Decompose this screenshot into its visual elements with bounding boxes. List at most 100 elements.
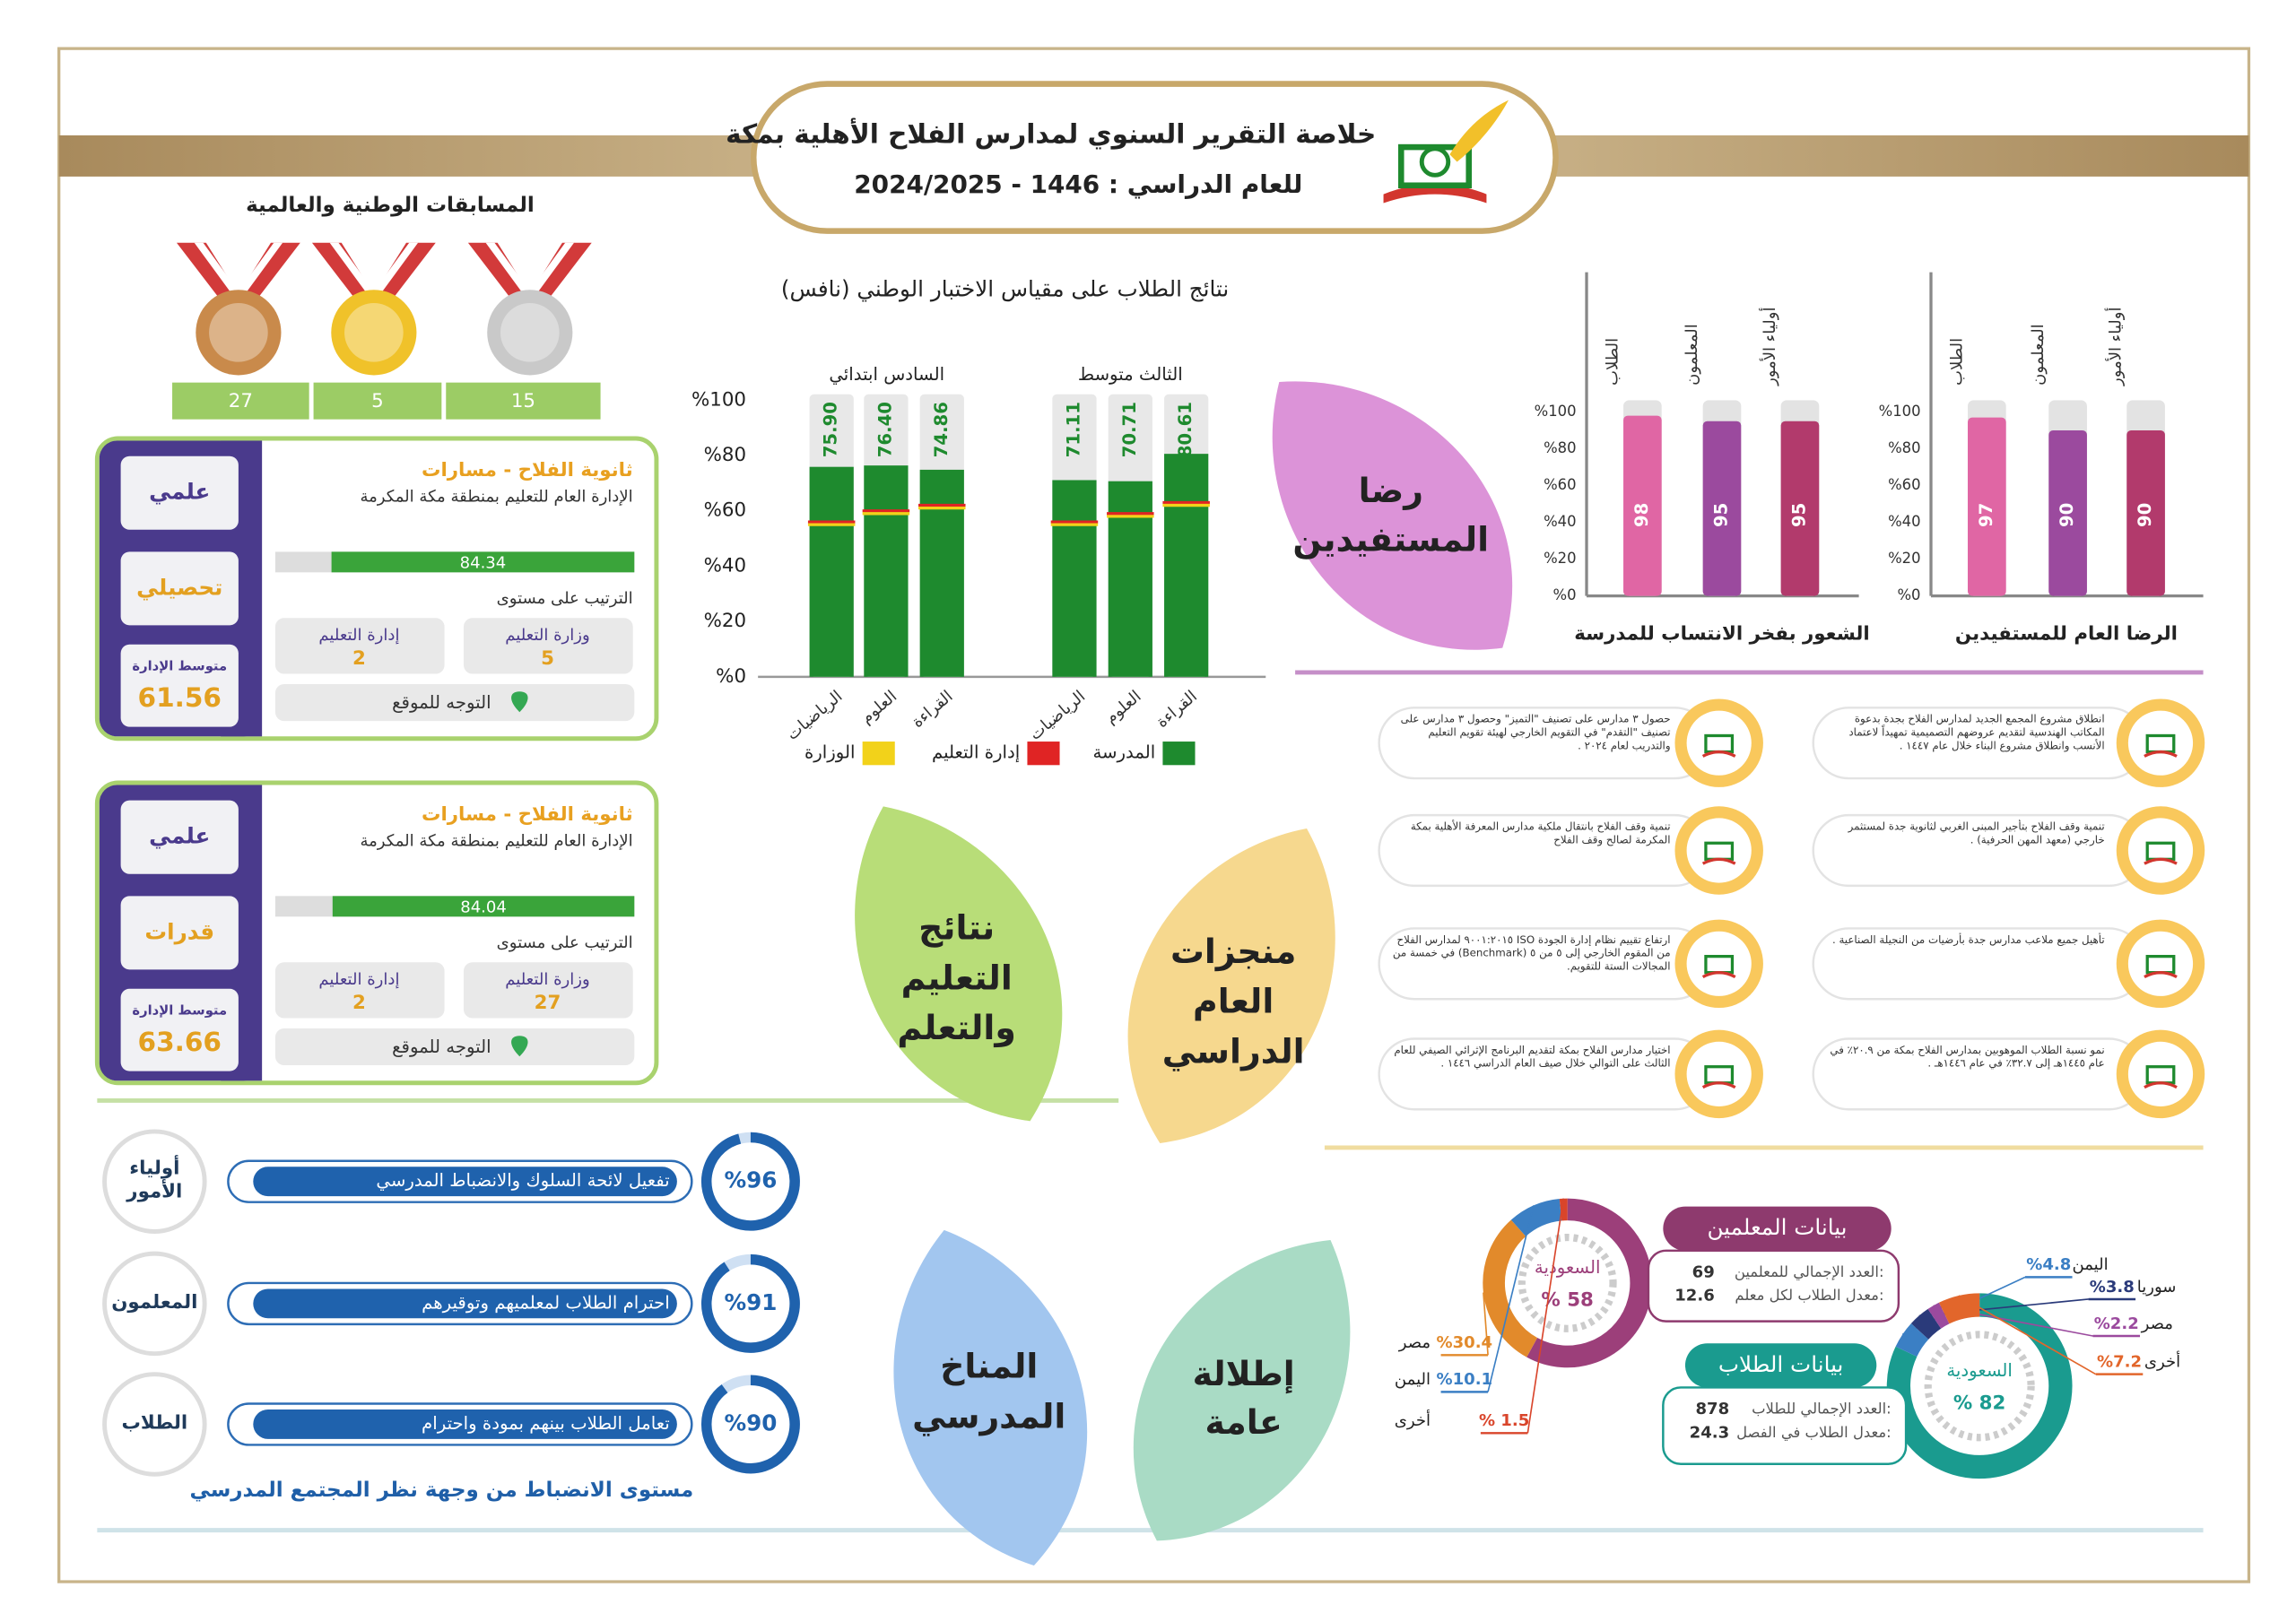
statement-bar: [253, 1167, 677, 1197]
group-label-box: أولياء الأمور: [126, 1158, 182, 1203]
bar-value: 90: [2057, 503, 2077, 527]
chart-title: الشعور بفخر الانتساب للمدرسة: [1574, 622, 1870, 645]
track: علمي: [149, 823, 210, 849]
achievement-badge-inner: [2127, 931, 2194, 996]
average-label: متوسط الإدارة: [132, 658, 227, 673]
segment-value: %2.2: [2094, 1314, 2139, 1333]
y-tick-label: %60: [1888, 476, 1920, 493]
rank-name: إدارة التعليم: [318, 970, 399, 989]
medal-count: 27: [229, 390, 253, 412]
badge-icon: [2144, 971, 2178, 979]
leader-line: [1526, 1198, 1565, 1434]
stat-label: معدل الطلاب في الفصل:: [1736, 1424, 1892, 1442]
bar-value: 76.40: [874, 402, 895, 457]
value-label: %96: [724, 1167, 777, 1193]
group-circle: [102, 1251, 207, 1357]
site-link[interactable]: [274, 1028, 635, 1066]
achievement-badge-inner: [1686, 710, 1752, 776]
group-label-box: الطلاب: [121, 1412, 187, 1435]
category-label: أولياء الأمور: [2105, 308, 2126, 386]
donut-segment: [1526, 1198, 1653, 1368]
leaf: [1133, 1240, 1351, 1541]
bar-value: 95: [1710, 503, 1731, 527]
bar-value: 75.90: [821, 402, 841, 457]
value-label: %90: [724, 1409, 777, 1436]
y-tick-label: %80: [1544, 439, 1576, 456]
donut-center-value: % 58: [1541, 1289, 1593, 1312]
statement: تعامل الطلاب بينهم بمودة واحترام: [422, 1413, 670, 1434]
frame: [57, 47, 2251, 1583]
school-authority: الإدارة العام للتعليم بمنطقة مكة المكرمة: [360, 488, 632, 507]
site-link-text: التوجه للموقع: [392, 692, 491, 713]
map-pin: [511, 1036, 528, 1057]
rank-value: 2: [352, 992, 366, 1014]
map-pin: [511, 691, 528, 713]
school-authority: الإدارة العام للتعليم بمنطقة مكة المكرمة: [360, 832, 632, 851]
rank-label: الترتيب على مستوى: [497, 589, 633, 608]
donut-segment: [1927, 1302, 1950, 1329]
legend-label: المدرسة: [1092, 742, 1155, 763]
achievement-text-box: تنمية وقف الفلاح بتأجير المبنى الغربي لث…: [1848, 820, 2105, 846]
score-bar: [331, 551, 635, 573]
bar-value: 74.86: [931, 402, 952, 457]
leaf-title: المدرسي: [912, 1396, 1065, 1436]
info-title: بيانات الطلاب: [1718, 1351, 1844, 1377]
badge-icon: [2144, 1081, 2178, 1089]
donut-segment: [1483, 1219, 1538, 1357]
bar: [2048, 429, 2087, 596]
rank-box: [463, 618, 633, 674]
achievement-text-box: نمو نسبة الطلاب الموهوبين بمدارس الفلاح …: [1830, 1043, 2105, 1070]
group-label: الثالث متوسط: [1078, 364, 1183, 385]
group-circle: [102, 1372, 207, 1477]
stat-label: العدد الإجمالي للمعلمين:: [1735, 1263, 1884, 1281]
medal-count: 15: [511, 390, 535, 412]
achievement-text: حصول ٣ مدارس على تصنيف "التميز" وحصول ٣ …: [1400, 712, 1671, 752]
legend-swatch: [862, 742, 895, 766]
track-box: [120, 896, 239, 970]
y-tick-label: %0: [1553, 586, 1577, 603]
achievement-text: اختيار مدارس الفلاح بمكة لتقديم البرنامج…: [1394, 1043, 1671, 1070]
y-tick-label: %40: [1888, 513, 1920, 530]
y-tick-label: %20: [704, 610, 746, 632]
medal: [487, 290, 573, 376]
track: تحصيلي: [136, 574, 222, 600]
bar-value: 95: [1788, 503, 1809, 527]
group-label: السادس ابتدائي: [829, 364, 944, 385]
value-arc: [701, 1253, 800, 1353]
achievement-badge-inner: [2127, 1041, 2194, 1107]
y-tick-label: %60: [704, 499, 746, 522]
segment-name: اليمن: [1395, 1370, 1431, 1389]
leader-line: [1487, 1205, 1535, 1392]
stat-value: 24.3: [1690, 1423, 1730, 1442]
statement: احترام الطلاب لمعلميهم وتوقيرهم: [422, 1292, 670, 1313]
badge-icon: [1701, 971, 1736, 979]
achievement-text: تأهيل جميع ملاعب مدارس جدة بأرضيات من ال…: [1831, 932, 2105, 947]
legend-label: الوزارة: [804, 742, 855, 763]
score: 84.04: [460, 898, 507, 916]
leader-line: [1483, 1292, 1489, 1356]
donut-inner-ring: [1924, 1331, 2035, 1442]
header-subtitle: للعام الدراسي : 1446 - 2024/2025: [854, 169, 1302, 199]
badge-icon: [1701, 1081, 1736, 1089]
statement: تفعيل لائحة السلوك والانضباط المدرسي: [376, 1170, 669, 1191]
count-box: [172, 382, 309, 420]
value-arc: [700, 1132, 800, 1231]
bar: [919, 469, 964, 677]
site-link[interactable]: [274, 684, 635, 722]
medal-count: 5: [371, 390, 384, 412]
segment-name: مصر: [1398, 1333, 1431, 1352]
y-tick-label: %100: [1879, 403, 1921, 420]
y-tick-label: %100: [691, 388, 746, 411]
bar: [1780, 421, 1820, 596]
badge-icon: [1701, 750, 1736, 758]
info-title: بيانات المعلمين: [1707, 1214, 1847, 1240]
average: 63.66: [138, 1027, 222, 1057]
y-tick-label: %20: [1544, 550, 1576, 567]
ribbon-stripe: [329, 242, 419, 304]
leaf-title: نتائج: [918, 908, 995, 948]
achievement-text: نمو نسبة الطلاب الموهوبين بمدارس الفلاح …: [1830, 1043, 2105, 1070]
segment-name: اليمن: [2073, 1255, 2109, 1274]
climate-caption: مستوى الانضباط من وجهة نظر المجتمع المدر…: [189, 1479, 693, 1502]
